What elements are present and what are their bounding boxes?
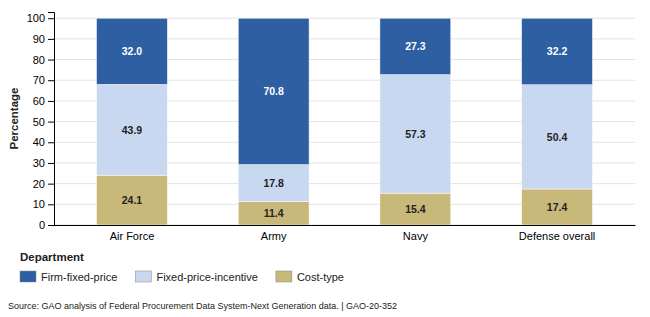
tick-mark [48, 225, 54, 226]
axis-line [55, 225, 636, 226]
data-label: 57.3 [405, 128, 426, 140]
tick-mark [48, 122, 54, 123]
bar [97, 18, 168, 84]
tick-label: 0 [39, 219, 45, 231]
data-label: 43.9 [122, 124, 143, 136]
legend: Firm-fixed-price Fixed-price-incentive Cos… [20, 271, 344, 283]
y-tick: 0 [39, 219, 54, 231]
tick-mark [48, 18, 54, 19]
tick-label: Defense overall [519, 230, 595, 242]
bar [238, 18, 309, 164]
y-tick: 90 [33, 33, 54, 45]
legend-swatch [135, 271, 151, 282]
x-axis-title: Department [20, 251, 84, 263]
data-labels: 24.1 11.4 15.4 17.4 43.9 17.8 57.3 50.4 32.0 70.8… [122, 40, 568, 219]
tick-label: Army [261, 230, 287, 242]
data-label: 27.3 [405, 40, 426, 52]
tick-label: 60 [33, 95, 45, 107]
bars [97, 18, 593, 225]
legend-item: Firm-fixed-price [20, 271, 117, 283]
tick-mark [48, 142, 54, 143]
bar [522, 189, 593, 225]
x-tick: Army [261, 225, 287, 242]
tick-label: 10 [33, 198, 45, 210]
bar [380, 18, 451, 74]
bar [380, 75, 451, 193]
legend-label: Firm-fixed-price [41, 271, 117, 283]
data-label: 17.4 [547, 201, 568, 213]
x-axis: Air Force Army Navy Defense overall [55, 225, 636, 242]
annotation: Source: GAO analysis of Federal Procurem… [8, 301, 397, 311]
tick-label: 40 [33, 136, 45, 148]
data-label: 32.2 [547, 45, 568, 57]
bar [380, 193, 451, 225]
y-tick: 10 [33, 198, 54, 210]
y-tick: 100 [27, 12, 54, 24]
tick-mark [48, 184, 54, 185]
legend-label: Fixed-price-incentive [156, 271, 257, 283]
legend-item: Cost-type [276, 271, 344, 283]
grid [54, 18, 635, 225]
data-label: 50.4 [547, 131, 568, 143]
tick-label: 70 [33, 74, 45, 86]
tick-label: 90 [33, 33, 45, 45]
tick-mark [48, 80, 54, 81]
legend-swatch [276, 271, 292, 282]
data-label: 11.4 [264, 207, 284, 219]
data-label: 32.0 [122, 45, 143, 57]
bar [97, 84, 168, 175]
tick-label: 100 [27, 12, 45, 24]
y-tick: 60 [33, 95, 54, 107]
tick-mark [48, 204, 54, 205]
bar [522, 18, 593, 85]
bar [522, 85, 593, 189]
y-tick: 20 [33, 178, 54, 190]
tick-label: Navy [403, 230, 429, 242]
data-label: 24.1 [122, 194, 143, 206]
y-tick: 80 [33, 54, 54, 66]
bar [238, 201, 309, 225]
y-tick: 70 [33, 74, 54, 86]
y-tick: 50 [33, 116, 54, 128]
data-label: 17.8 [263, 177, 284, 189]
legend-swatch [20, 271, 36, 282]
axis-line [48, 13, 55, 226]
tick-label: Air Force [110, 230, 155, 242]
bar [97, 175, 168, 225]
x-tick: Defense overall [519, 225, 595, 242]
y-axis-title: Percentage [8, 87, 20, 149]
tick-mark [48, 39, 54, 40]
tick-mark [48, 101, 54, 102]
tick-label: 30 [33, 157, 45, 169]
x-tick: Navy [403, 225, 429, 242]
tick-label: 50 [33, 116, 45, 128]
tick-mark [48, 163, 54, 164]
tick-label: 20 [33, 178, 45, 190]
y-tick: 30 [33, 157, 54, 169]
x-tick: Air Force [110, 225, 155, 242]
y-axis: 0 10 20 30 40 50 60 70 80 90 100 [27, 12, 55, 231]
legend-label: Cost-type [297, 271, 344, 283]
y-tick: 40 [33, 136, 54, 148]
data-label: 15.4 [405, 203, 426, 215]
tick-label: 80 [33, 54, 45, 66]
data-label: 70.8 [263, 85, 284, 97]
chart: 0 10 20 30 40 50 60 70 80 90 100 Air Force Army Navy D… [0, 0, 650, 317]
legend-item: Fixed-price-incentive [135, 271, 257, 283]
tick-mark [48, 60, 54, 61]
bar [238, 165, 309, 202]
